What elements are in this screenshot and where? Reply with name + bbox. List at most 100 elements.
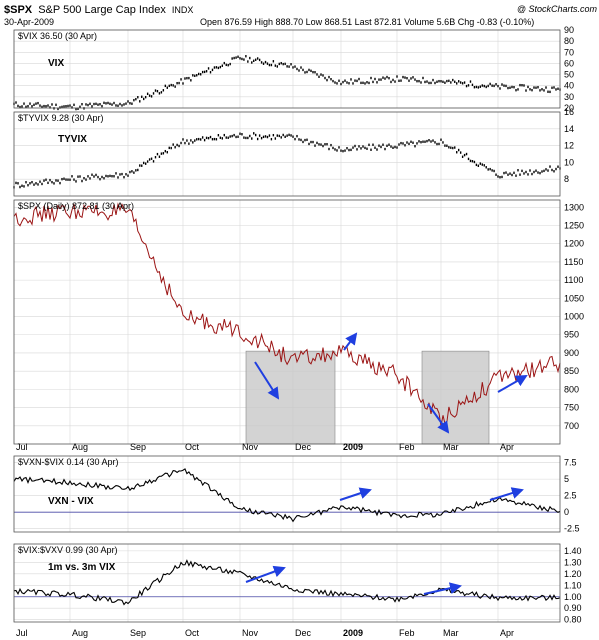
panel-3: 700 750 800 850 900 950 1000 1050 1100 1150 1200 12… — [13, 199, 584, 445]
series-mark — [57, 179, 59, 182]
series-mark — [523, 84, 525, 87]
series-mark — [424, 140, 426, 143]
series-mark — [382, 143, 384, 146]
series-mark — [198, 137, 200, 141]
series-mark — [448, 146, 450, 149]
series-mark — [260, 61, 263, 64]
series-mark — [143, 161, 145, 165]
series-mark — [168, 84, 170, 88]
series-mark — [479, 85, 482, 88]
series-mark — [47, 104, 49, 107]
y-tick-label: 12 — [564, 141, 574, 151]
y-tick-label: 0.80 — [564, 615, 582, 625]
series-mark — [19, 185, 21, 189]
series-mark — [17, 182, 19, 185]
series-mark — [408, 142, 410, 146]
series-mark — [77, 107, 79, 111]
panel-legend: $SPX (Daily) 872.81 (30 Apr) — [18, 201, 134, 211]
series-mark — [105, 174, 107, 178]
series-mark — [274, 64, 277, 67]
series-mark — [438, 79, 440, 83]
series-mark — [233, 133, 235, 137]
series-mark — [340, 82, 342, 86]
series-mark — [430, 140, 432, 143]
series-mark — [33, 103, 35, 107]
series-mark — [79, 175, 81, 178]
series-mark — [384, 77, 386, 80]
x-tick-label: Sep — [130, 628, 146, 638]
panel-legend: $VIX:$VXV 0.99 (30 Apr) — [18, 545, 118, 555]
series-mark — [406, 77, 408, 80]
series-mark — [227, 63, 229, 67]
series-mark — [245, 136, 247, 140]
series-mark — [41, 105, 43, 109]
series-mark — [380, 78, 382, 81]
series-mark — [247, 136, 249, 140]
y-tick-label: 60 — [564, 58, 574, 68]
series-mark — [286, 65, 288, 68]
series-mark — [127, 100, 129, 103]
series-mark — [239, 132, 241, 135]
y-tick-label: -2.5 — [564, 524, 580, 534]
series-mark — [249, 56, 251, 60]
series-mark — [352, 146, 354, 149]
series-mark — [519, 173, 521, 176]
series-line — [13, 468, 561, 523]
series-mark — [55, 179, 57, 182]
series-mark — [97, 175, 99, 179]
series-mark — [483, 84, 485, 88]
series-mark — [479, 162, 482, 165]
series-mark — [243, 58, 245, 61]
y-tick-label: 10 — [564, 157, 574, 167]
series-mark — [284, 62, 286, 66]
series-mark — [370, 76, 372, 80]
series-mark — [237, 55, 239, 58]
series-mark — [223, 133, 225, 137]
series-mark — [176, 143, 178, 147]
series-mark — [65, 178, 67, 181]
series-mark — [25, 181, 27, 184]
y-tick-label: 1.10 — [564, 580, 582, 590]
series-mark — [410, 140, 412, 143]
series-mark — [434, 141, 436, 144]
series-mark — [539, 171, 541, 175]
series-mark — [225, 136, 227, 139]
series-mark — [29, 102, 31, 105]
symbol-name: S&P 500 Large Cap Index — [38, 4, 166, 16]
series-mark — [392, 146, 394, 149]
series-mark — [376, 81, 378, 84]
series-mark — [316, 141, 318, 145]
series-mark — [148, 158, 151, 161]
series-mark — [35, 182, 37, 185]
series-mark — [119, 173, 121, 176]
series-mark — [137, 96, 139, 99]
series-mark — [376, 148, 378, 151]
series-mark — [332, 146, 334, 150]
series-mark — [152, 92, 155, 95]
series-mark — [467, 84, 470, 87]
series-mark — [253, 59, 255, 63]
series-mark — [374, 146, 376, 149]
series-mark — [29, 182, 31, 185]
series-mark — [412, 76, 414, 79]
series-mark — [483, 164, 485, 167]
series-mark — [89, 102, 91, 105]
series-mark — [529, 88, 531, 91]
series-mark — [304, 71, 306, 74]
series-mark — [537, 86, 539, 89]
x-tick-label: Oct — [185, 442, 200, 452]
series-mark — [509, 86, 511, 89]
series-mark — [51, 103, 53, 106]
series-mark — [493, 169, 495, 173]
series-mark — [203, 70, 206, 74]
series-mark — [523, 172, 525, 175]
series-mark — [125, 173, 127, 176]
series-mark — [467, 157, 470, 161]
series-mark — [424, 80, 426, 84]
trend-arrow — [245, 565, 286, 583]
series-mark — [505, 171, 507, 174]
series-mark — [121, 104, 123, 107]
series-mark — [513, 85, 515, 89]
